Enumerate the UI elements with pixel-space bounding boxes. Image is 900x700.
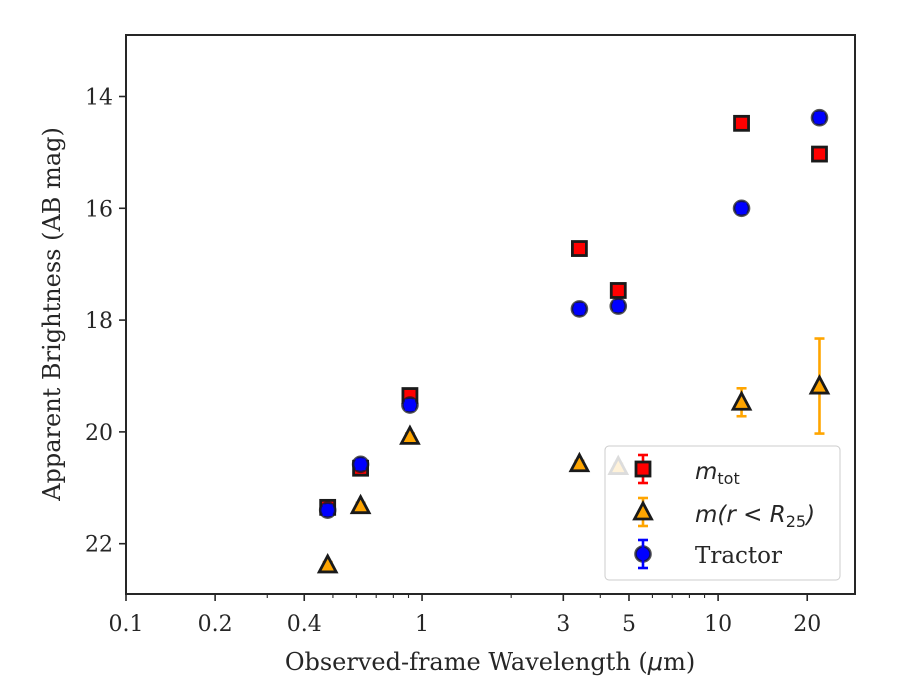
data-point-mr25	[399, 424, 421, 445]
legend-marker-mr25	[632, 496, 654, 528]
data-point-mtot	[733, 114, 750, 132]
y-tick-label: 16	[85, 197, 113, 222]
legend-label-mr25: m(r < R25)	[695, 502, 815, 531]
legend-symbol	[634, 460, 652, 478]
y-tick-label: 20	[85, 421, 113, 446]
legend-marker-tractor	[634, 538, 652, 570]
x-tick-label: 3	[556, 612, 570, 637]
axis-ticks: 0.1 0.2 0.4 1 3 5 10 20 14 16 18 20 22	[85, 85, 821, 637]
error-bar-tractor	[574, 303, 585, 315]
error-bar-tractor	[736, 202, 747, 215]
y-tick-label: 18	[85, 309, 113, 334]
data-point-mtot	[570, 240, 588, 257]
legend-label-tractor: Tractor	[695, 543, 782, 569]
series-mr25	[316, 337, 831, 574]
error-bar-tractor	[814, 111, 825, 124]
x-tick-label: 20	[793, 612, 821, 637]
axes-frame	[125, 34, 856, 595]
x-tick-label: 5	[622, 612, 636, 637]
legend: mtot m(r < R25) Tractor	[604, 445, 841, 581]
legend-error-bar	[638, 538, 648, 570]
data-point-mr25	[568, 451, 591, 473]
legend-symbol	[632, 500, 654, 521]
x-tick-label: 0.4	[287, 612, 322, 637]
series-tractor	[318, 108, 829, 519]
error-bar-tractor	[404, 399, 415, 411]
error-bar-tractor	[355, 458, 366, 471]
data-point-mtot	[609, 282, 627, 299]
x-tick-label: 0.1	[109, 612, 144, 637]
legend-box	[604, 445, 841, 581]
data-point-mr25	[349, 493, 372, 515]
plot-area	[316, 108, 831, 574]
error-bar-tractor	[322, 504, 333, 516]
y-axis-label: Apparent Brightness (AB mag)	[38, 127, 66, 502]
data-point-mr25	[730, 390, 753, 411]
x-axis-label: Observed-frame Wavelength (μm)	[285, 648, 695, 676]
legend-marker-mtot	[634, 453, 652, 485]
legend-label-mtot: mtot	[695, 459, 740, 488]
data-point-mr25	[316, 552, 339, 574]
x-tick-label: 0.2	[198, 612, 233, 637]
y-tick-label: 14	[85, 85, 113, 110]
error-bar-tractor	[613, 300, 624, 312]
x-tick-label: 1	[415, 612, 429, 637]
y-tick-label: 22	[85, 533, 113, 558]
x-tick-label: 10	[704, 612, 732, 637]
data-point-mr25	[808, 374, 831, 395]
data-point-mtot	[811, 145, 828, 163]
